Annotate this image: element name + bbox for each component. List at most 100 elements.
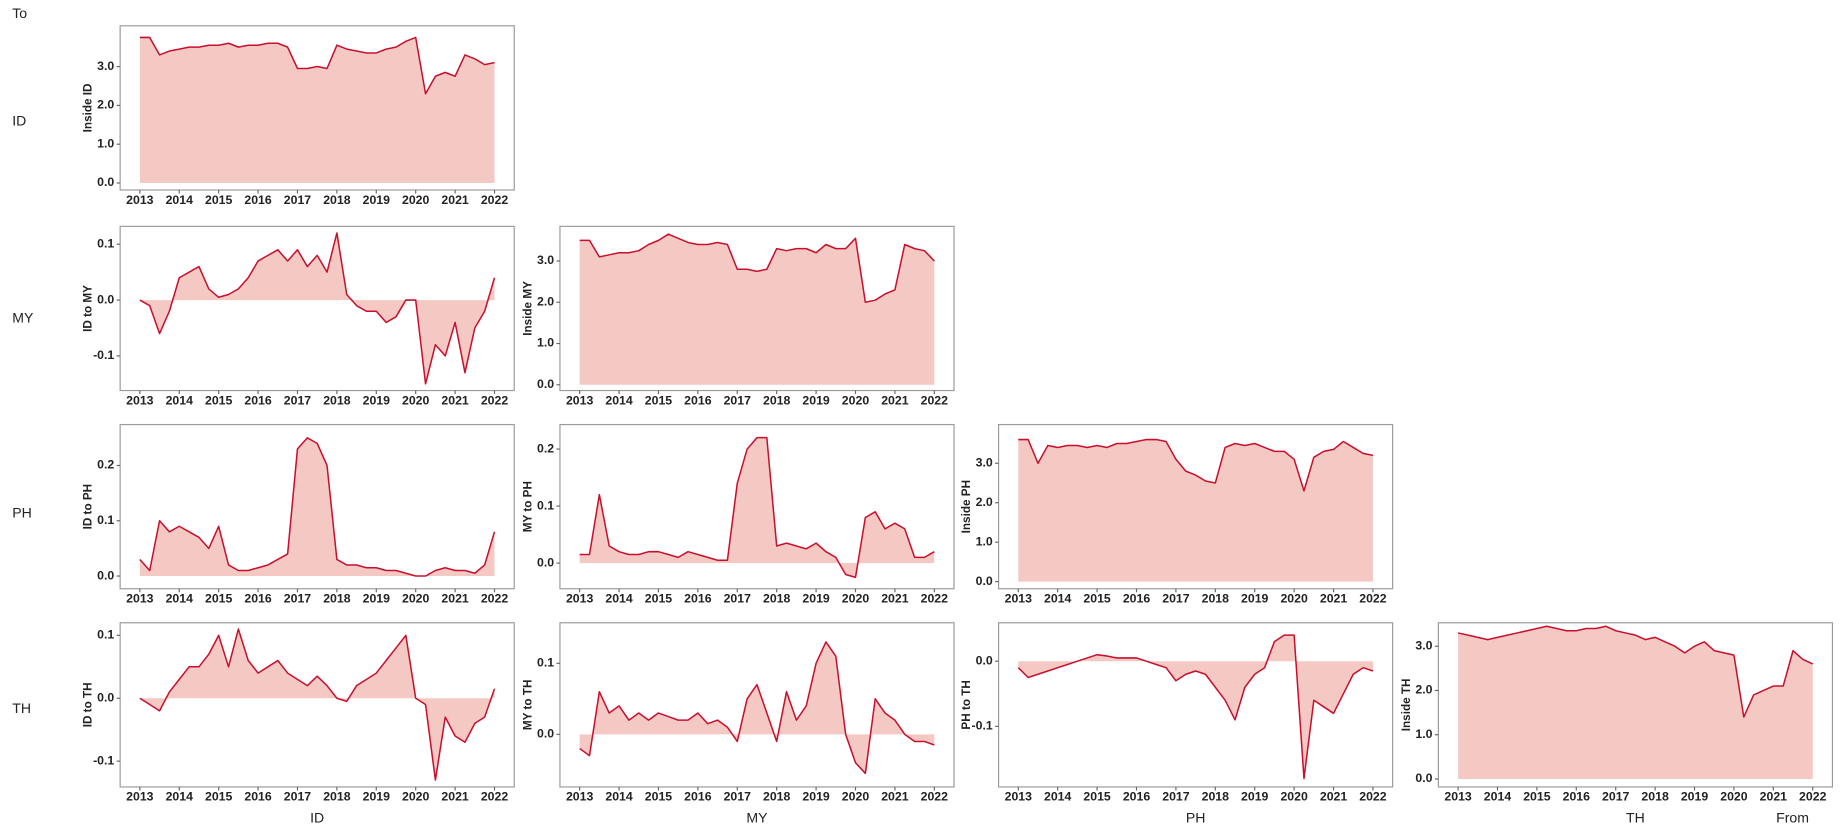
x-tick-label: 2013 <box>566 393 594 407</box>
x-tick-label: 2020 <box>402 592 430 606</box>
x-tick-label: 2021 <box>881 592 909 606</box>
y-tick-label: 3.0 <box>97 59 114 73</box>
y-tick-label: 0.0 <box>976 653 993 667</box>
y-tick-label: 2.0 <box>97 98 114 112</box>
line <box>1018 438 1374 492</box>
x-tick-label: 2016 <box>684 790 712 804</box>
x-tick-label: 2020 <box>402 790 430 804</box>
y-tick-label: 1.0 <box>537 336 554 350</box>
line <box>139 232 496 385</box>
y-tick-label: 3.0 <box>1415 638 1432 652</box>
panel: 0.0 1.0 2.0 3.0 2013 2014 2015 2016 2017 2018 2019… <box>521 225 955 407</box>
panel: -0.1 0.0 0.1 2013 2014 2015 2016 2017 2018 2019 20… <box>82 225 515 407</box>
x-tick-label: 2017 <box>1162 592 1190 606</box>
y-tick-label: 3.0 <box>537 253 554 267</box>
x-tick-label: 2017 <box>724 393 752 407</box>
x-tick-label: 2015 <box>205 592 233 606</box>
x-tick-label: 2018 <box>763 790 791 804</box>
y-tick-label: 3.0 <box>976 455 993 469</box>
x-tick-label: 2019 <box>1241 592 1269 606</box>
x-tick-label: 2016 <box>244 790 272 804</box>
x-tick-label: 2020 <box>402 193 430 207</box>
x-tick-label: 2014 <box>605 592 633 606</box>
area-fill <box>1018 635 1373 779</box>
area-fill <box>1018 439 1373 582</box>
x-tick-label: 2013 <box>566 790 594 804</box>
y-tick-label: 0.2 <box>537 441 554 455</box>
y-axis-label: PH to TH <box>960 680 973 729</box>
x-tick-label: 2021 <box>441 592 469 606</box>
x-tick-label: 2019 <box>1681 790 1709 804</box>
x-tick-label: 2020 <box>842 592 870 606</box>
row-label: TH <box>12 700 31 716</box>
line <box>579 436 935 579</box>
x-tick-label: 2020 <box>1720 790 1748 804</box>
x-tick-label: 2022 <box>1799 790 1827 804</box>
x-tick-label: 2019 <box>802 790 830 804</box>
line <box>139 628 496 781</box>
panel: 0.0 1.0 2.0 3.0 2013 2014 2015 2016 2017 2018 2019… <box>1400 622 1834 804</box>
area-fill <box>579 234 935 385</box>
line <box>139 437 496 577</box>
x-tick-label: 2015 <box>645 592 673 606</box>
column-label: PH <box>1186 809 1206 825</box>
x-tick-label: 2020 <box>842 393 870 407</box>
x-tick-label: 2016 <box>1563 790 1591 804</box>
panel: 0.0 0.1 2013 2014 2015 2016 2017 2018 2019 2020 20… <box>521 622 955 804</box>
x-tick-label: 2017 <box>1162 790 1190 804</box>
y-tick-label: 0.1 <box>97 513 114 527</box>
y-tick-label: 2.0 <box>976 495 993 509</box>
area-fill <box>139 629 495 781</box>
y-tick-label: 0.0 <box>537 377 554 391</box>
from-label: From <box>1776 809 1809 825</box>
area-fill <box>139 37 495 184</box>
x-tick-label: 2017 <box>284 193 312 207</box>
x-tick-label: 2021 <box>1320 592 1348 606</box>
x-tick-label: 2022 <box>481 790 509 804</box>
x-tick-label: 2020 <box>1280 592 1308 606</box>
x-tick-label: 2013 <box>1005 592 1033 606</box>
x-tick-label: 2018 <box>1641 790 1669 804</box>
x-tick-label: 2022 <box>481 592 509 606</box>
x-tick-label: 2022 <box>1359 790 1387 804</box>
column-label: TH <box>1626 809 1645 825</box>
x-tick-label: 2019 <box>363 592 391 606</box>
x-tick-label: 2013 <box>126 592 154 606</box>
x-tick-label: 2014 <box>166 393 194 407</box>
x-tick-label: 2015 <box>645 393 673 407</box>
x-tick-label: 2013 <box>1444 790 1472 804</box>
x-tick-label: 2020 <box>842 790 870 804</box>
y-axis-label: Inside TH <box>1400 678 1413 731</box>
column-label: ID <box>310 809 324 825</box>
panel: 0.0 0.1 0.2 2013 2014 2015 2016 2017 2018 2019 202… <box>521 423 955 606</box>
x-tick-label: 2021 <box>1760 790 1788 804</box>
x-tick-label: 2014 <box>166 790 194 804</box>
x-tick-label: 2021 <box>881 393 909 407</box>
y-tick-label: 0.0 <box>97 691 114 705</box>
area-fill <box>1458 626 1813 779</box>
y-tick-label: 2.0 <box>537 295 554 309</box>
y-tick-label: 0.1 <box>97 628 114 642</box>
x-tick-label: 2019 <box>1241 790 1269 804</box>
x-tick-label: 2021 <box>1320 790 1348 804</box>
y-tick-label: 1.0 <box>97 136 114 150</box>
y-tick-label: -0.1 <box>93 348 114 362</box>
x-tick-label: 2019 <box>802 393 830 407</box>
y-tick-label: 0.0 <box>97 175 114 189</box>
x-tick-label: 2014 <box>1044 790 1072 804</box>
x-tick-label: 2017 <box>1602 790 1630 804</box>
panel: 0.0 1.0 2.0 3.0 2013 2014 2015 2016 2017 2018 2019… <box>82 25 515 207</box>
x-tick-label: 2018 <box>763 393 791 407</box>
y-tick-label: 0.1 <box>97 236 114 250</box>
x-tick-label: 2017 <box>724 592 752 606</box>
x-tick-label: 2015 <box>1083 790 1111 804</box>
line <box>139 36 495 95</box>
x-tick-label: 2015 <box>645 790 673 804</box>
y-tick-label: 0.2 <box>97 458 114 472</box>
row-label: MY <box>12 310 34 326</box>
y-tick-label: 1.0 <box>1415 727 1432 741</box>
x-tick-label: 2013 <box>1005 790 1033 804</box>
column-label: MY <box>746 809 768 825</box>
x-tick-label: 2022 <box>481 193 509 207</box>
